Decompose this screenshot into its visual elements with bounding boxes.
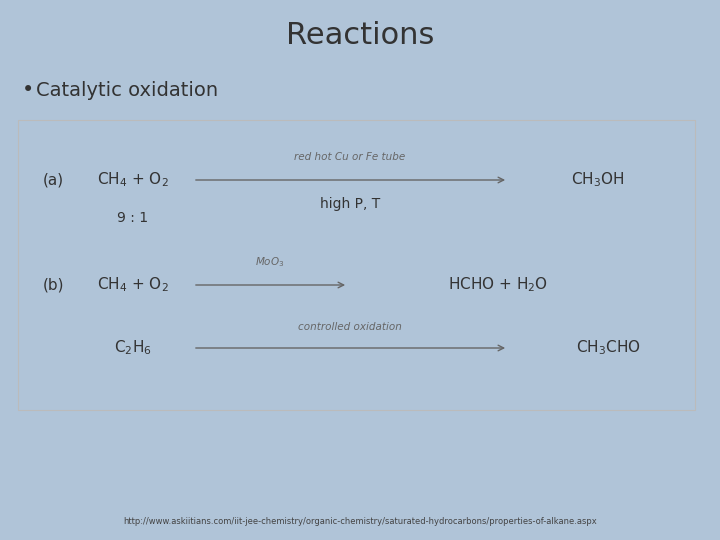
Text: (b): (b): [43, 278, 65, 293]
Text: CH$_4$ + O$_2$: CH$_4$ + O$_2$: [97, 275, 169, 294]
Text: CH$_4$ + O$_2$: CH$_4$ + O$_2$: [97, 171, 169, 190]
Text: CH$_3$OH: CH$_3$OH: [571, 171, 625, 190]
Text: •: •: [22, 80, 35, 100]
Text: MoO$_3$: MoO$_3$: [255, 255, 285, 269]
Text: HCHO + H$_2$O: HCHO + H$_2$O: [448, 275, 548, 294]
Text: red hot Cu or Fe tube: red hot Cu or Fe tube: [294, 152, 405, 162]
Text: CH$_3$CHO: CH$_3$CHO: [575, 339, 640, 357]
Text: http://www.askiitians.com/iit-jee-chemistry/organic-chemistry/saturated-hydrocar: http://www.askiitians.com/iit-jee-chemis…: [123, 517, 597, 526]
Text: Catalytic oxidation: Catalytic oxidation: [36, 80, 218, 99]
Text: 9 : 1: 9 : 1: [117, 211, 148, 225]
Text: C$_2$H$_6$: C$_2$H$_6$: [114, 339, 152, 357]
Text: Reactions: Reactions: [286, 21, 434, 50]
Text: (a): (a): [43, 172, 64, 187]
Text: high P, T: high P, T: [320, 197, 380, 211]
Text: controlled oxidation: controlled oxidation: [298, 322, 402, 332]
